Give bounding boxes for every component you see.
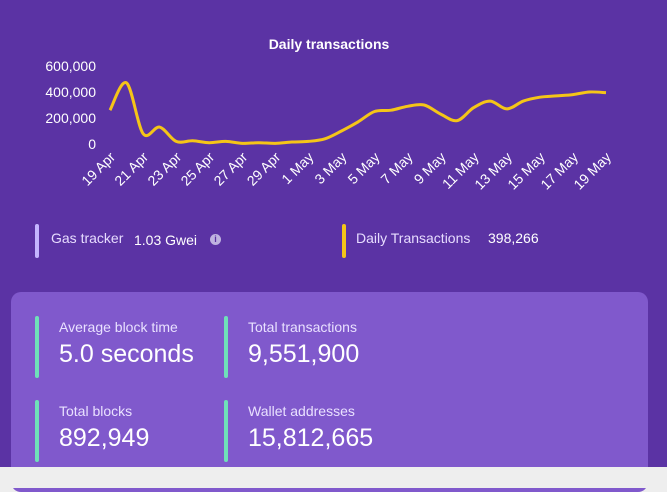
x-tick-label: 23 Apr [144, 149, 184, 189]
x-tick-label: 21 Apr [111, 149, 151, 189]
info-icon[interactable]: i [210, 234, 221, 245]
stat-value: 9,551,900 [248, 340, 360, 368]
stat-marker [35, 400, 39, 462]
gas-tracker-value: 1.03 Gwei [134, 232, 198, 248]
stat-average-block-time: Average block time 5.0 seconds [35, 316, 215, 378]
x-tick-label: 19 Apr [78, 149, 118, 189]
x-tick-label: 5 May [344, 149, 382, 187]
stat-label: Total blocks [59, 403, 133, 419]
x-tick-label: 29 Apr [244, 149, 284, 189]
daily-transactions-legend: Daily Transactions 398,266 [342, 224, 642, 258]
stat-total-transactions: Total transactions 9,551,900 [224, 316, 424, 378]
chart-title: Daily transactions [269, 36, 390, 52]
daily-transactions-marker [342, 224, 346, 258]
daily-transactions-value: 398,266 [488, 230, 539, 246]
daily-transactions-chart: Daily transactions 600,000 400,000 200,000… [0, 0, 667, 215]
daily-transactions-line [108, 81, 607, 145]
y-tick-label: 600,000 [45, 58, 96, 74]
stat-value: 15,812,665 [248, 424, 374, 452]
stats-card: Average block time 5.0 seconds Total tra… [11, 292, 648, 492]
y-tick-label: 0 [88, 136, 96, 152]
stat-total-blocks: Total blocks 892,949 [35, 400, 215, 462]
x-tick-label: 3 May [311, 149, 349, 187]
y-tick-label: 400,000 [45, 84, 96, 100]
page-footer-strip [0, 467, 667, 488]
x-tick-label: 25 Apr [177, 149, 217, 189]
y-tick-label: 200,000 [45, 110, 96, 126]
x-tick-label: 7 May [377, 149, 415, 187]
gas-tracker-label: Gas tracker [51, 230, 124, 246]
stat-label: Average block time [59, 319, 178, 335]
gas-tracker-marker [35, 224, 39, 258]
stat-marker [224, 316, 228, 378]
x-tick-label: 27 Apr [210, 149, 250, 189]
x-tick-label: 1 May [278, 149, 316, 187]
stat-value: 5.0 seconds [59, 340, 194, 368]
x-tick-label: 19 May [570, 149, 614, 193]
stat-value: 892,949 [59, 424, 150, 452]
stat-marker [224, 400, 228, 462]
gas-tracker-legend: Gas tracker 1.03 Gwei i [35, 224, 295, 258]
stat-label: Total transactions [248, 319, 357, 335]
daily-transactions-label: Daily Transactions [356, 230, 471, 246]
stat-label: Wallet addresses [248, 403, 355, 419]
stat-wallet-addresses: Wallet addresses 15,812,665 [224, 400, 424, 462]
stat-marker [35, 316, 39, 378]
chart-svg: Daily transactions 600,000 400,000 200,000… [45, 36, 614, 193]
